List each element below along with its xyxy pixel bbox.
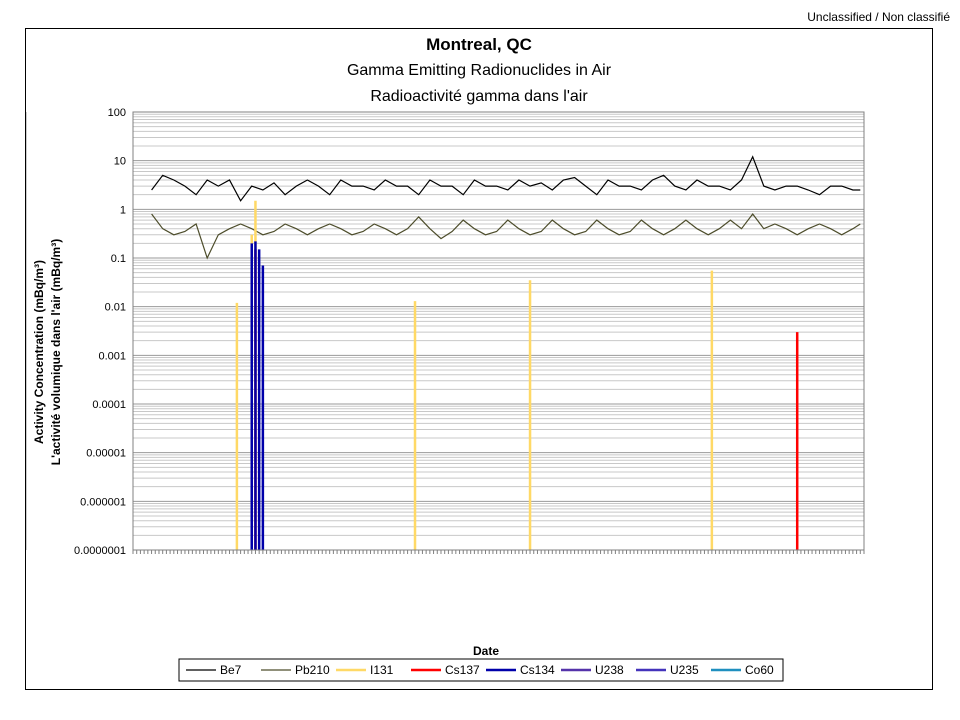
series-Cs137 bbox=[254, 249, 799, 550]
series-Cs134 bbox=[250, 241, 265, 550]
y-tick-label: 10 bbox=[114, 156, 126, 168]
legend-label: I131 bbox=[370, 663, 394, 677]
y-axis: 100 10 1 0.1 0.01 0.001 0.0001 0.00001 0.000001 0… bbox=[74, 107, 126, 557]
series-layer bbox=[151, 155, 861, 550]
y-tick-label: 0.001 bbox=[98, 350, 126, 362]
legend-label: Cs137 bbox=[445, 663, 480, 677]
y-axis-label-en: Activity Concentration (mBq/m³) bbox=[32, 260, 46, 444]
series-Be7 bbox=[151, 155, 861, 202]
chart-subtitle-fr: Radioactivité gamma dans l'air bbox=[370, 88, 588, 105]
series-line bbox=[151, 213, 861, 260]
legend-box bbox=[178, 658, 784, 682]
legend-label: Co60 bbox=[745, 663, 774, 677]
y-tick-label: 0.1 bbox=[111, 253, 126, 265]
chart-title: Montreal, QC bbox=[426, 35, 532, 54]
x-axis: Jul-2008Jan-2009Jul-2009Jan-2010Jul-2010… bbox=[26, 29, 865, 554]
series-line bbox=[151, 155, 861, 202]
legend-label: Pb210 bbox=[295, 663, 330, 677]
y-axis-label-fr: L'activité volumique dans l'air (mBq/m³) bbox=[49, 239, 63, 465]
chart-frame: Montreal, QC Gamma Emitting Radionuclide… bbox=[25, 28, 933, 690]
chart-svg: Montreal, QC Gamma Emitting Radionuclide… bbox=[26, 29, 865, 682]
y-tick-label: 1 bbox=[120, 204, 126, 216]
y-tick-label: 0.01 bbox=[105, 302, 126, 314]
y-tick-label: 100 bbox=[108, 107, 126, 119]
y-tick-label: 0.0000001 bbox=[74, 545, 126, 557]
series-Pb210 bbox=[151, 213, 861, 260]
legend-label: Cs134 bbox=[520, 663, 555, 677]
series-I131 bbox=[235, 200, 714, 550]
plot-area bbox=[132, 111, 865, 551]
grid bbox=[26, 112, 864, 551]
classification-label: Unclassified / Non classifié bbox=[807, 10, 950, 24]
legend-label: U235 bbox=[670, 663, 699, 677]
y-tick-label: 0.0001 bbox=[92, 399, 126, 411]
legend-label: Be7 bbox=[220, 663, 242, 677]
legend-label: U238 bbox=[595, 663, 624, 677]
y-tick-label: 0.000001 bbox=[80, 496, 126, 508]
y-tick-label: 0.00001 bbox=[86, 448, 126, 460]
x-axis-label: Date bbox=[473, 644, 499, 658]
legend: Be7 Pb210 I131 Cs137 Cs134 U238 U235 Co60 bbox=[178, 658, 784, 682]
chart-subtitle-en: Gamma Emitting Radionuclides in Air bbox=[347, 62, 612, 79]
